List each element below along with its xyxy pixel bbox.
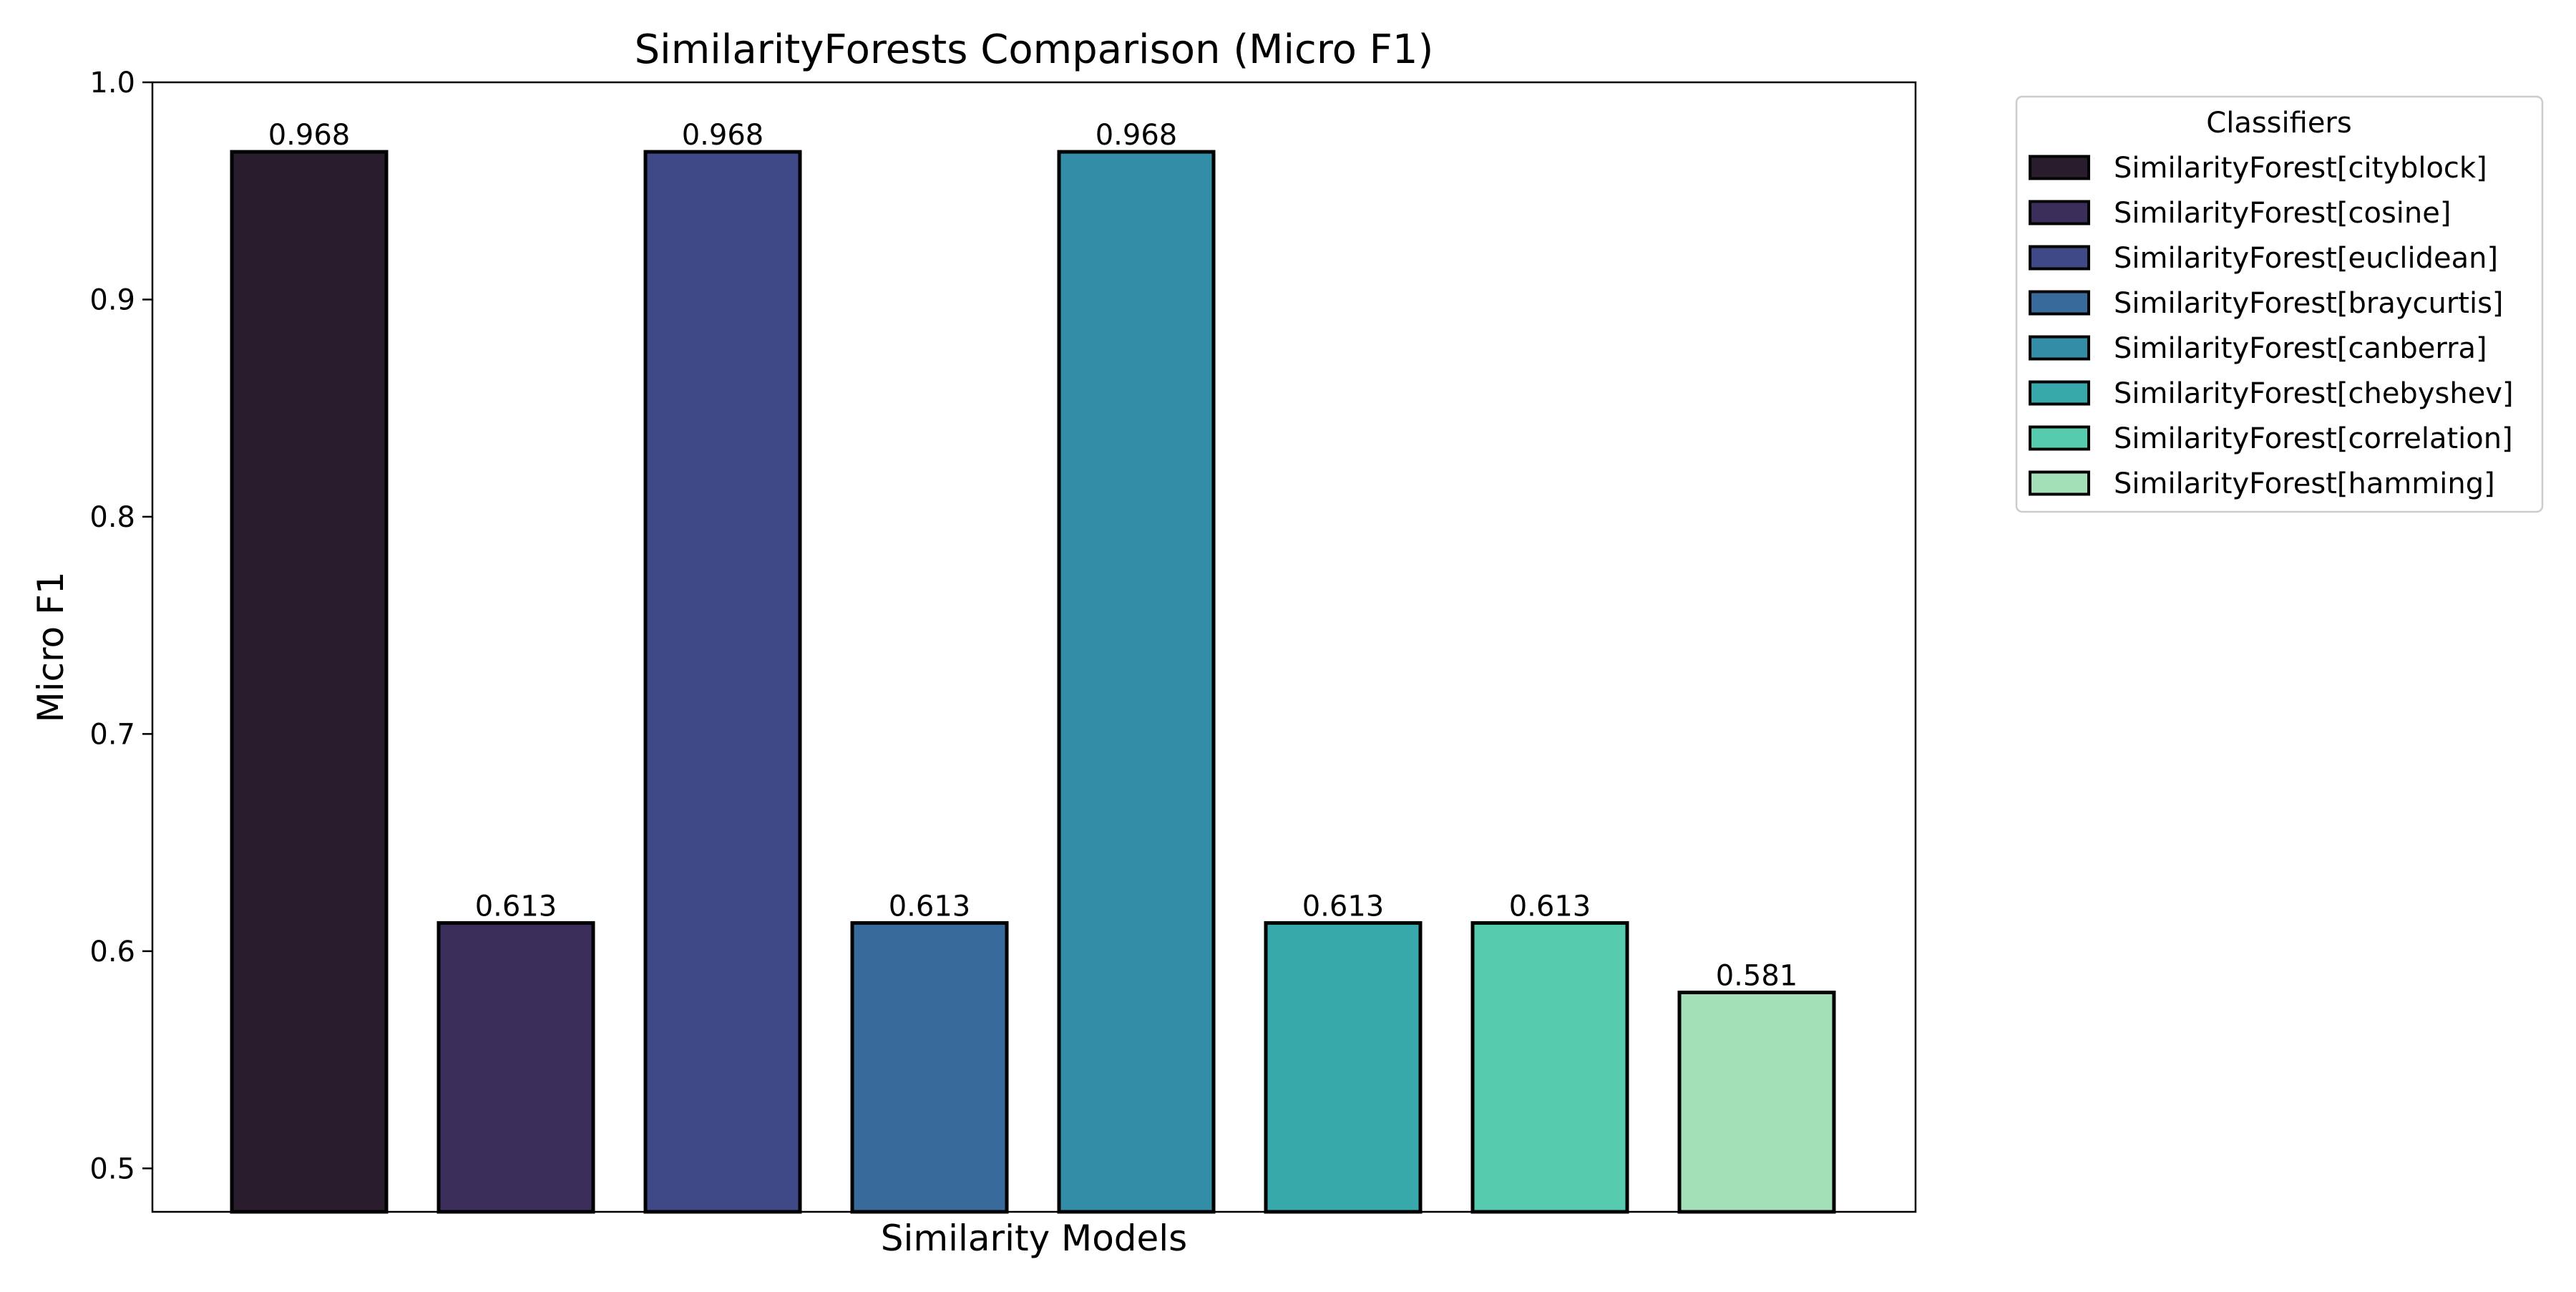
value-labels-layer: 0.968 0.613 0.968 0.613 0.968 0.613 0.613 0.581 (268, 119, 1798, 992)
bar-value-label-chebyshev: 0.613 (1302, 890, 1385, 923)
bar-cityblock (230, 150, 389, 1214)
bar-cosine (436, 921, 595, 1214)
y-axis-label: Micro F1 (30, 571, 72, 722)
bar-canberra (1057, 150, 1216, 1214)
bar-correlation (1470, 921, 1629, 1214)
bar-chebyshev (1264, 921, 1423, 1214)
bar-value-label-cosine: 0.613 (475, 890, 557, 923)
bar-value-label-euclidean: 0.968 (682, 119, 764, 152)
bar-value-label-braycurtis: 0.613 (889, 890, 971, 923)
legend-swatch (2029, 155, 2090, 180)
legend-label: SimilarityForest[cosine] (2114, 197, 2451, 230)
legend-label: SimilarityForest[euclidean] (2114, 242, 2498, 275)
y-tick-label: 0.7 (89, 718, 135, 751)
legend-item-canberra: SimilarityForest[canberra] (2029, 332, 2487, 365)
bar-value-label-cityblock: 0.968 (268, 119, 351, 152)
legend-item-chebyshev: SimilarityForest[chebyshev] (2029, 377, 2514, 410)
legend-items: SimilarityForest[cityblock] SimilarityFor… (2029, 152, 2514, 500)
legend-item-braycurtis: SimilarityForest[braycurtis] (2029, 287, 2504, 320)
legend-swatch (2029, 425, 2090, 451)
legend-swatch (2029, 245, 2090, 271)
y-tick-label: 0.6 (89, 936, 135, 968)
chart-title: SimilarityForests Comparison (Micro F1) (635, 26, 1434, 73)
x-axis-label: Similarity Models (881, 1218, 1187, 1259)
legend-item-cosine: SimilarityForest[cosine] (2029, 197, 2451, 230)
legend-label: SimilarityForest[braycurtis] (2114, 287, 2504, 320)
y-tick-label: 0.9 (89, 283, 135, 316)
legend-label: SimilarityForest[hamming] (2114, 467, 2495, 500)
y-tick-label: 0.5 (89, 1152, 135, 1185)
y-tick-label: 1.0 (89, 67, 135, 99)
legend-label: SimilarityForest[cityblock] (2114, 152, 2487, 185)
legend-item-hamming: SimilarityForest[hamming] (2029, 467, 2495, 500)
plot-area-frame (151, 81, 1917, 1213)
bar-value-label-hamming: 0.581 (1716, 960, 1798, 993)
y-tick-label: 0.8 (89, 501, 135, 534)
legend-swatch (2029, 200, 2090, 225)
legend-label: SimilarityForest[correlation] (2114, 422, 2513, 455)
legend: Classifiers SimilarityForest[cityblock]S… (2015, 95, 2544, 513)
y-axis: 0.5 0.6 0.7 0.8 0.9 1.0 (89, 67, 152, 1185)
legend-swatch (2029, 290, 2090, 316)
bar-hamming (1677, 991, 1836, 1214)
legend-title: Classifiers (2206, 107, 2351, 140)
bar-euclidean (643, 150, 802, 1214)
bar-value-label-canberra: 0.968 (1096, 119, 1178, 152)
legend-swatch (2029, 335, 2090, 361)
legend-item-cityblock: SimilarityForest[cityblock] (2029, 152, 2487, 185)
legend-label: SimilarityForest[chebyshev] (2114, 377, 2514, 410)
bar-value-label-correlation: 0.613 (1509, 890, 1591, 923)
legend-item-correlation: SimilarityForest[correlation] (2029, 422, 2513, 455)
bars-layer (230, 150, 1836, 1214)
legend-box (2015, 95, 2544, 513)
legend-swatch (2029, 470, 2090, 496)
legend-item-euclidean: SimilarityForest[euclidean] (2029, 242, 2498, 275)
legend-label: SimilarityForest[canberra] (2114, 332, 2487, 365)
bar-braycurtis (850, 921, 1009, 1214)
legend-swatch (2029, 380, 2090, 406)
